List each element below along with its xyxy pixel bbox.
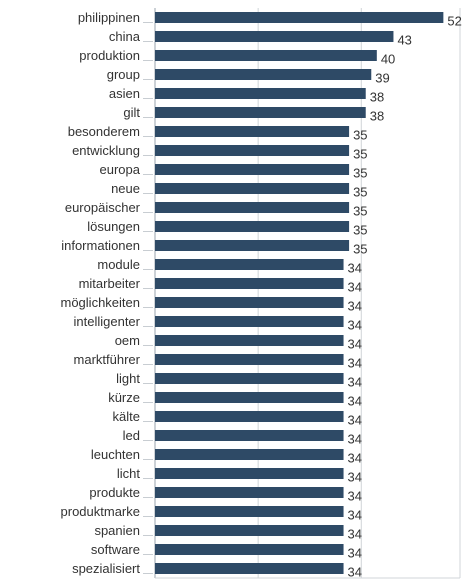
value-label: 35 — [353, 242, 367, 257]
bar-oem — [155, 335, 344, 346]
category-label: entwicklung — [72, 143, 140, 158]
category-label: led — [123, 428, 140, 443]
value-label: 34 — [348, 299, 362, 314]
value-label: 34 — [348, 565, 362, 580]
bar-entwicklung — [155, 145, 350, 156]
bar-produktmarke — [155, 506, 344, 517]
category-label: group — [107, 67, 140, 82]
value-label: 34 — [348, 375, 362, 390]
category-label: neue — [111, 181, 140, 196]
value-label: 34 — [348, 413, 362, 428]
value-label: 34 — [348, 432, 362, 447]
category-label: licht — [117, 466, 141, 481]
bar-module — [155, 259, 344, 270]
value-label: 34 — [348, 280, 362, 295]
category-label: produkte — [89, 485, 140, 500]
bar-produkte — [155, 487, 344, 498]
bar-gilt — [155, 107, 366, 118]
value-label: 38 — [370, 90, 384, 105]
category-label: europäischer — [65, 200, 141, 215]
bar-kälte — [155, 411, 344, 422]
bar-europäischer — [155, 202, 350, 213]
value-label: 34 — [348, 451, 362, 466]
bar-spanien — [155, 525, 344, 536]
category-label: leuchten — [91, 447, 140, 462]
value-label: 35 — [353, 223, 367, 238]
bar-mitarbeiter — [155, 278, 344, 289]
category-label: besonderem — [68, 124, 140, 139]
category-label: produktmarke — [61, 504, 140, 519]
value-label: 35 — [353, 204, 367, 219]
value-label: 34 — [348, 261, 362, 276]
category-label: spezialisiert — [72, 561, 140, 576]
bars — [155, 12, 444, 574]
bar-light — [155, 373, 344, 384]
category-labels: philippinen china produktion group asien gilt… — [61, 10, 141, 576]
bar-spezialisiert — [155, 563, 344, 574]
category-label: light — [116, 371, 140, 386]
category-label: mitarbeiter — [79, 276, 141, 291]
bar-neue — [155, 183, 350, 194]
category-label: kälte — [113, 409, 140, 424]
value-label: 34 — [348, 527, 362, 542]
value-label: 34 — [348, 546, 362, 561]
bar-europa — [155, 164, 350, 175]
category-label: software — [91, 542, 140, 557]
value-label: 43 — [397, 33, 411, 48]
category-label: informationen — [61, 238, 140, 253]
category-label: intelligenter — [74, 314, 141, 329]
category-label: gilt — [123, 105, 140, 120]
bar-asien — [155, 88, 366, 99]
bar-kürze — [155, 392, 344, 403]
value-label: 34 — [348, 489, 362, 504]
category-label: philippinen — [78, 10, 140, 25]
value-label: 34 — [348, 356, 362, 371]
value-label: 52 — [447, 14, 461, 29]
value-label: 39 — [375, 71, 389, 86]
bar-intelligenter — [155, 316, 344, 327]
value-label: 35 — [353, 166, 367, 181]
bar-möglichkeiten — [155, 297, 344, 308]
bar-marktführer — [155, 354, 344, 365]
category-label: asien — [109, 86, 140, 101]
value-label: 34 — [348, 337, 362, 352]
bar-produktion — [155, 50, 377, 61]
category-label: möglichkeiten — [61, 295, 141, 310]
value-label: 38 — [370, 109, 384, 124]
bar-philippinen — [155, 12, 444, 23]
bar-besonderem — [155, 126, 350, 137]
value-label: 34 — [348, 394, 362, 409]
category-label: module — [97, 257, 140, 272]
value-label: 35 — [353, 128, 367, 143]
value-label: 34 — [348, 318, 362, 333]
gridlines — [143, 8, 461, 579]
value-label: 35 — [353, 147, 367, 162]
bar-software — [155, 544, 344, 555]
bar-licht — [155, 468, 344, 479]
category-label: kürze — [108, 390, 140, 405]
category-label: produktion — [79, 48, 140, 63]
value-label: 34 — [348, 470, 362, 485]
category-label: marktführer — [74, 352, 141, 367]
bar-informationen — [155, 240, 350, 251]
bar-led — [155, 430, 344, 441]
category-label: oem — [115, 333, 140, 348]
value-labels: 5243403938383535353535353534343434343434… — [348, 14, 462, 580]
category-label: europa — [100, 162, 141, 177]
category-label: china — [109, 29, 141, 44]
category-label: lösungen — [87, 219, 140, 234]
value-label: 34 — [348, 508, 362, 523]
bar-group — [155, 69, 372, 80]
bar-lösungen — [155, 221, 350, 232]
bar-china — [155, 31, 394, 42]
bar-leuchten — [155, 449, 344, 460]
value-label: 40 — [381, 52, 395, 67]
category-label: spanien — [94, 523, 140, 538]
value-label: 35 — [353, 185, 367, 200]
